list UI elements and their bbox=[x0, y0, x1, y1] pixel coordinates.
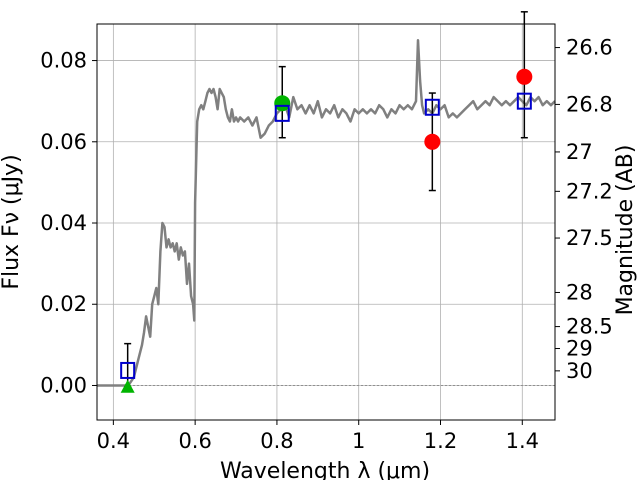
axes-frame bbox=[96, 23, 556, 421]
magnitude-tick-label: 30 bbox=[566, 359, 593, 383]
x-tick-label: 0.8 bbox=[260, 429, 293, 453]
x-axis: 0.4 0.6 0.8 1 1.2 1.4 bbox=[97, 420, 539, 453]
model-photometry-marker bbox=[120, 361, 136, 379]
model-photometry-marker bbox=[516, 92, 532, 110]
x-axis-label: Wavelength λ (μm) bbox=[220, 459, 430, 480]
magnitude-tick-label: 29 bbox=[566, 337, 593, 361]
x-tick-label: 0.4 bbox=[97, 429, 130, 453]
magnitude-axis-label: Magnitude (AB) bbox=[613, 145, 638, 316]
model-photometry-marker bbox=[274, 104, 290, 122]
x-tick-label: 1.4 bbox=[506, 429, 539, 453]
magnitude-tick-label: 26.6 bbox=[566, 36, 613, 60]
magnitude-tick-label: 27 bbox=[566, 140, 593, 164]
y-axis: 0.00 0.02 0.04 0.06 0.08 bbox=[40, 49, 97, 397]
y-tick-label: 0.02 bbox=[40, 292, 87, 316]
y-axis-label: Flux Fν (μJy) bbox=[0, 154, 24, 289]
x-tick-label: 1 bbox=[352, 429, 365, 453]
model-photometry-marker bbox=[424, 98, 440, 116]
x-tick-label: 0.6 bbox=[178, 429, 211, 453]
y-tick-label: 0.06 bbox=[40, 130, 87, 154]
magnitude-tick-label: 28.5 bbox=[566, 315, 613, 339]
x-tick-label: 1.2 bbox=[424, 429, 457, 453]
magnitude-tick-label: 26.8 bbox=[566, 92, 613, 116]
upper-limit-marker bbox=[120, 379, 135, 393]
photometry-point bbox=[516, 68, 533, 85]
y-tick-label: 0.00 bbox=[40, 373, 87, 397]
photometry-point bbox=[274, 95, 291, 112]
y-tick-label: 0.04 bbox=[40, 211, 87, 235]
y-tick-label: 0.08 bbox=[40, 49, 87, 73]
magnitude-tick-label: 27.5 bbox=[566, 226, 613, 250]
photometry-point bbox=[424, 133, 441, 150]
magnitude-tick-label: 27.2 bbox=[566, 179, 613, 203]
model-sed-line bbox=[97, 38, 556, 387]
plot-area bbox=[97, 11, 556, 393]
magnitude-tick-label: 28 bbox=[566, 280, 593, 304]
